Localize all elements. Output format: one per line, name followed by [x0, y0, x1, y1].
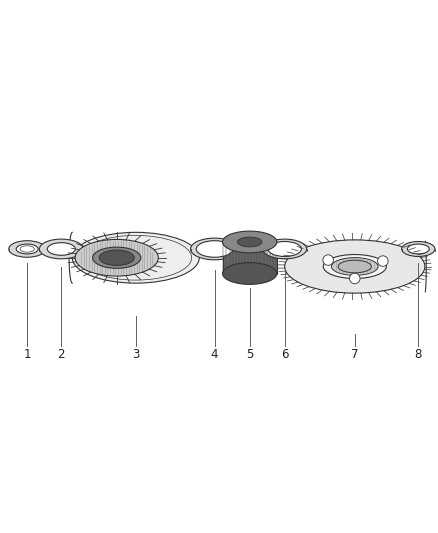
Ellipse shape [47, 243, 75, 255]
Ellipse shape [39, 239, 83, 259]
Text: 8: 8 [415, 348, 422, 361]
Ellipse shape [191, 238, 239, 260]
Text: 5: 5 [246, 348, 253, 361]
Text: 1: 1 [23, 348, 31, 361]
Ellipse shape [72, 232, 199, 283]
Ellipse shape [223, 231, 277, 253]
Ellipse shape [285, 240, 425, 293]
Ellipse shape [268, 241, 301, 256]
Circle shape [350, 273, 360, 284]
Ellipse shape [16, 244, 38, 254]
Circle shape [323, 255, 333, 265]
Text: 6: 6 [281, 348, 289, 361]
Ellipse shape [332, 257, 378, 276]
Text: 2: 2 [57, 348, 65, 361]
Ellipse shape [402, 241, 435, 256]
Text: 3: 3 [132, 348, 139, 361]
Circle shape [378, 256, 388, 266]
Ellipse shape [323, 255, 386, 278]
Ellipse shape [93, 247, 141, 268]
Ellipse shape [75, 239, 158, 276]
Ellipse shape [196, 241, 233, 257]
Ellipse shape [338, 260, 371, 273]
Ellipse shape [223, 263, 277, 285]
Ellipse shape [9, 241, 46, 257]
Ellipse shape [263, 239, 307, 259]
Text: 7: 7 [351, 348, 359, 361]
Text: 4: 4 [211, 348, 219, 361]
Ellipse shape [407, 244, 429, 254]
Ellipse shape [99, 250, 134, 265]
Ellipse shape [237, 237, 262, 247]
FancyBboxPatch shape [223, 242, 277, 273]
